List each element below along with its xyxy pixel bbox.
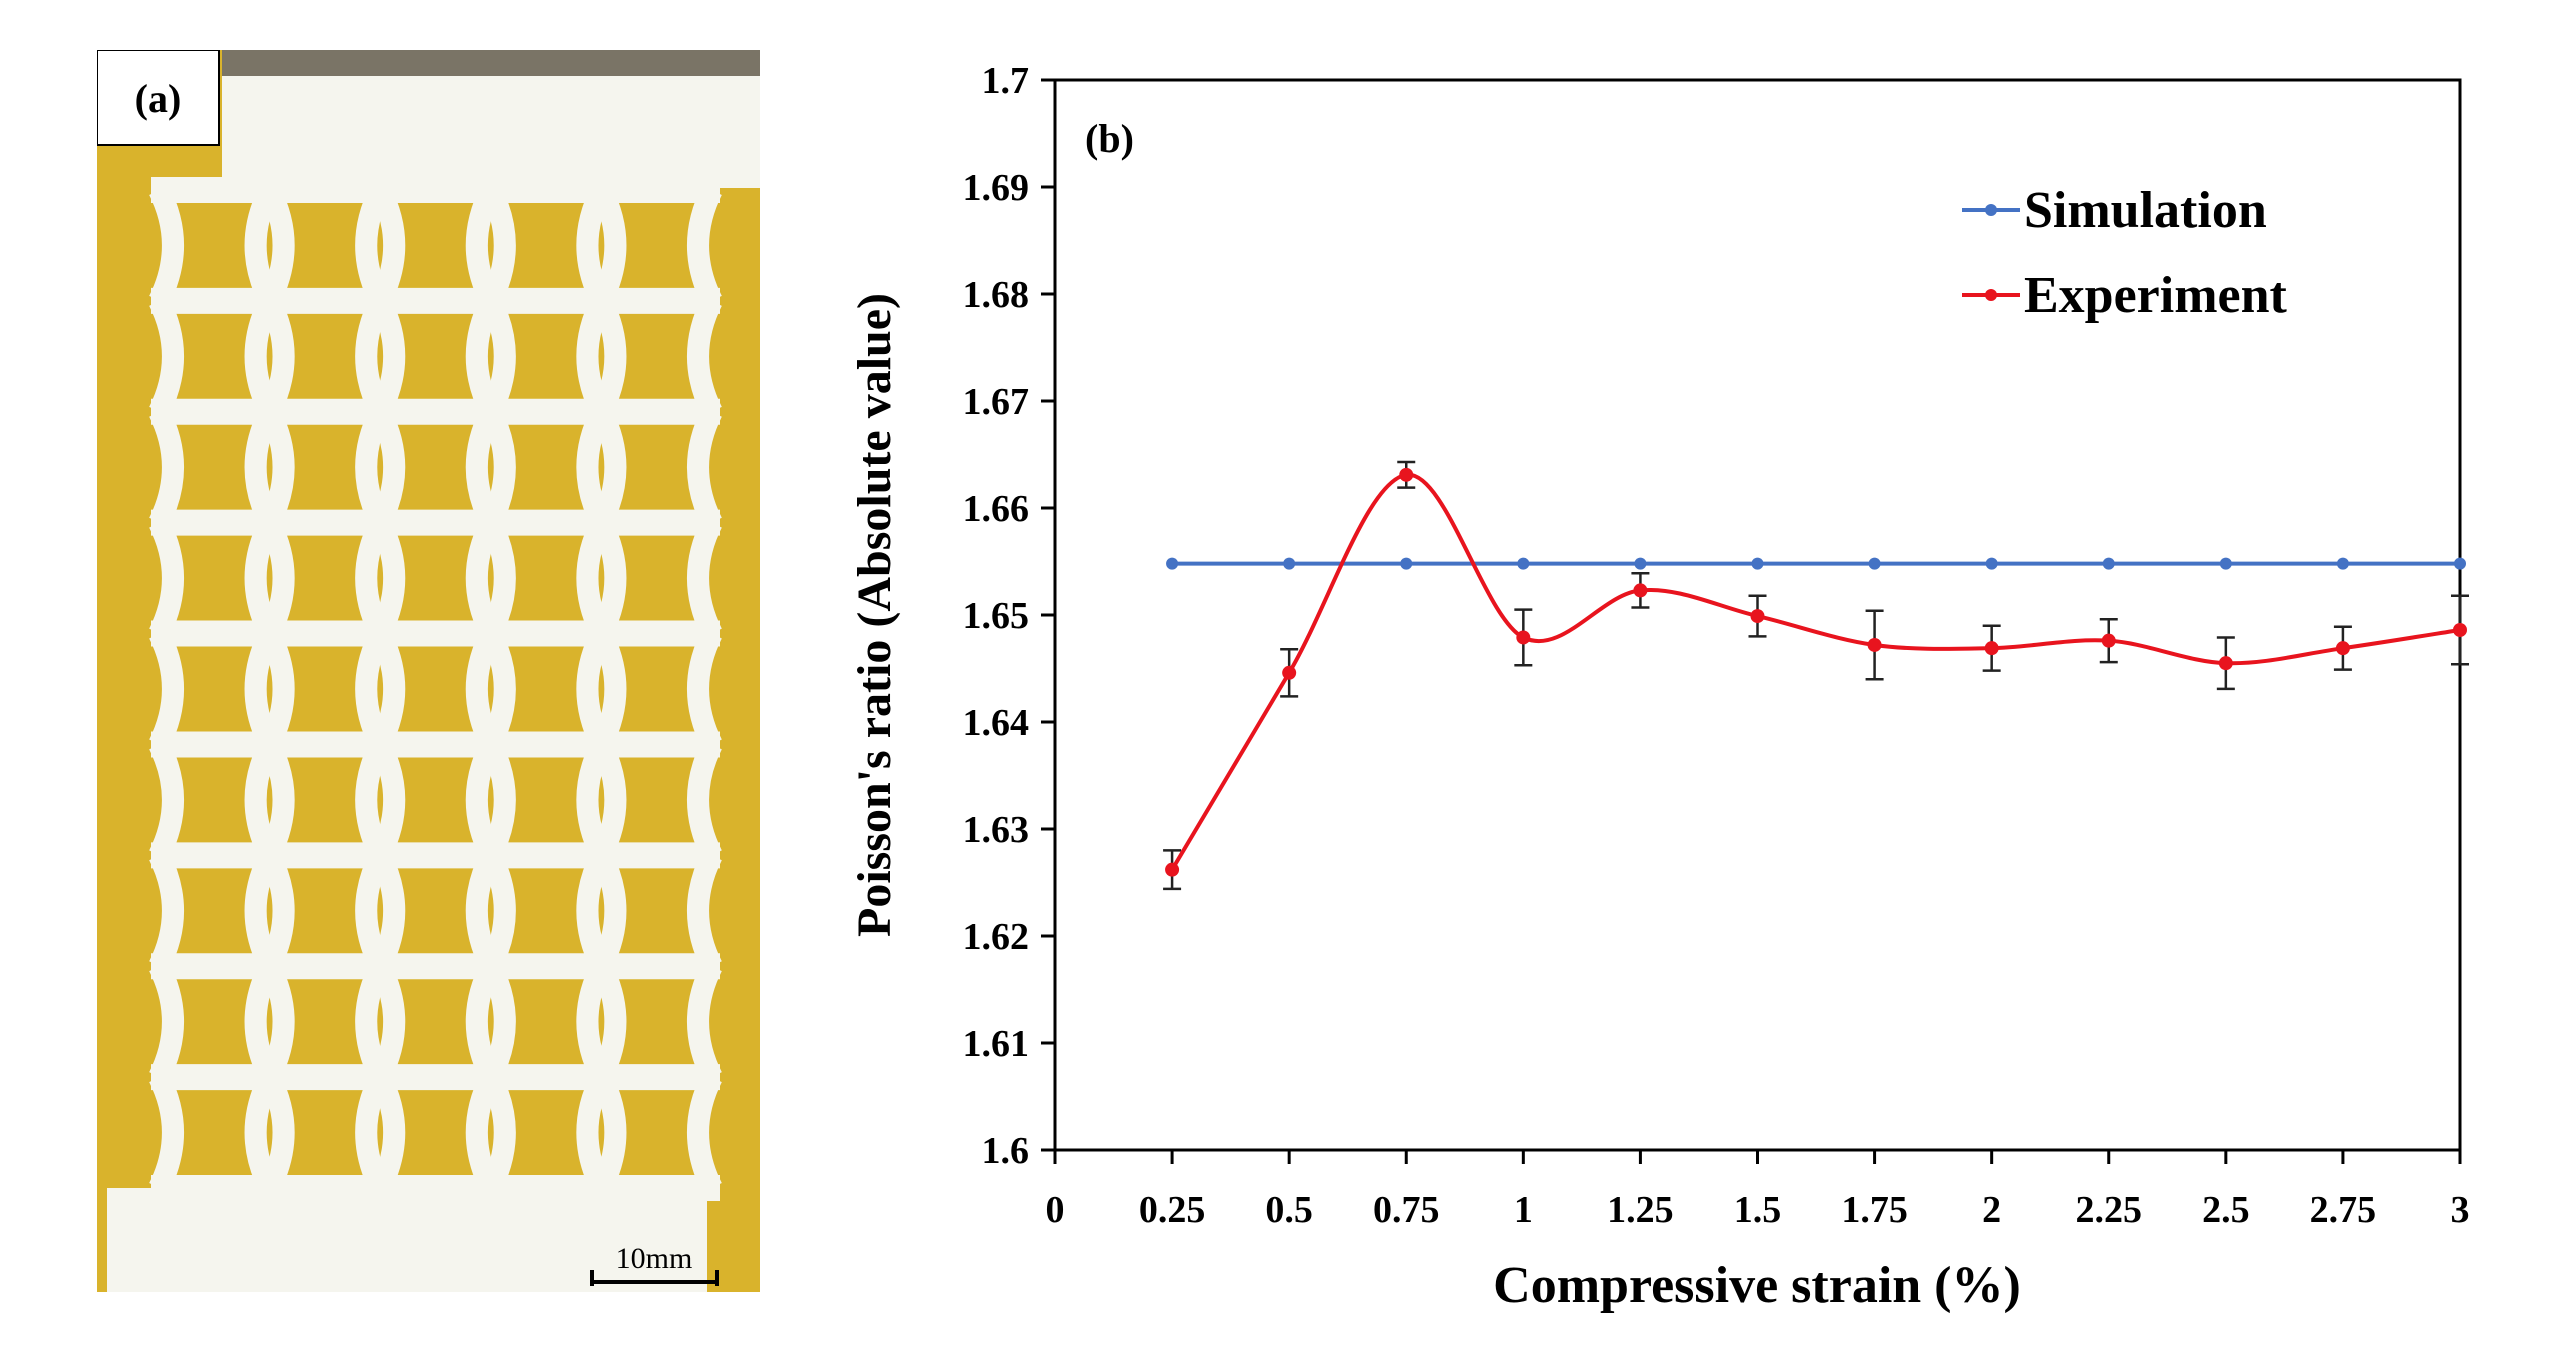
experiment-data-point — [1282, 665, 1297, 680]
specimen-photo-panel: 10mm (a) — [97, 50, 760, 1292]
experiment-series-line — [1170, 472, 2461, 871]
simulation-data-point — [1868, 557, 1881, 570]
y-tick-label: 1.64 — [963, 702, 1030, 744]
simulation-data-point — [1751, 557, 1764, 570]
y-axis-label: Poisson's ratio (Absolute value) — [848, 293, 901, 937]
experiment-data-point — [2335, 641, 2350, 656]
x-tick-label: 2.5 — [2202, 1189, 2250, 1231]
experiment-data-point — [1516, 630, 1531, 645]
x-tick-label: 1 — [1514, 1189, 1533, 1231]
legend: Simulation Experiment — [1962, 182, 2288, 324]
y-tick-label: 1.7 — [982, 60, 1030, 102]
experiment-data-point — [1399, 467, 1414, 482]
panel-b-label: (b) — [1085, 116, 1134, 161]
y-tick-label: 1.65 — [963, 595, 1030, 637]
x-tick-label: 0.5 — [1265, 1189, 1313, 1231]
x-tick-label: 0.75 — [1373, 1189, 1440, 1231]
y-tick-label: 1.63 — [963, 809, 1030, 851]
x-tick-label: 0 — [1046, 1189, 1065, 1231]
simulation-data-point — [2102, 557, 2115, 570]
x-tick-label: 2.25 — [2076, 1189, 2143, 1231]
panel-a-label: (a) — [135, 76, 182, 121]
simulation-data-point — [1985, 557, 1998, 570]
legend-marker — [1985, 204, 1997, 216]
x-tick-label: 0.25 — [1139, 1189, 1206, 1231]
bottom-clamp — [107, 1188, 707, 1292]
panel-a-label-box — [97, 50, 220, 146]
simulation-data-point — [1283, 557, 1296, 570]
simulation-data-point — [1166, 557, 1179, 570]
x-tick-label: 1.5 — [1734, 1189, 1782, 1231]
y-tick-label: 1.67 — [963, 381, 1030, 423]
legend-item-simulation: Simulation — [1962, 182, 2267, 239]
simulation-data-point — [1634, 557, 1647, 570]
y-tick-label: 1.61 — [963, 1023, 1030, 1065]
experiment-data-point — [2218, 656, 2233, 671]
y-tick-label: 1.68 — [963, 274, 1030, 316]
legend-label: Experiment — [2024, 267, 2288, 324]
simulation-data-point — [1400, 557, 1413, 570]
x-tick-label: 1.25 — [1607, 1189, 1674, 1231]
experiment-data-point — [1867, 637, 1882, 652]
y-tick-label: 1.66 — [963, 488, 1030, 530]
experiment-data-point — [2101, 633, 2116, 648]
x-tick-label: 1.75 — [1841, 1189, 1908, 1231]
simulation-data-point — [2454, 557, 2466, 570]
y-tick-label: 1.62 — [963, 916, 1030, 958]
experiment-data-point — [1165, 862, 1180, 877]
top-clamp-bar — [222, 50, 760, 76]
auxetic-lattice — [149, 177, 722, 1201]
legend-item-experiment: Experiment — [1962, 267, 2288, 324]
legend-marker — [1985, 289, 1997, 301]
x-axis-label: Compressive strain (%) — [1493, 1257, 2021, 1314]
scale-bar: 10mm — [590, 1242, 719, 1286]
experiment-data-point — [1750, 609, 1765, 624]
top-clamp — [222, 76, 760, 188]
scale-bar-label: 10mm — [616, 1242, 693, 1275]
x-tick-label: 2 — [1982, 1189, 2001, 1231]
simulation-data-point — [2219, 557, 2232, 570]
y-tick-label: 1.6 — [982, 1130, 1030, 1172]
x-tick-label: 2.75 — [2310, 1189, 2377, 1231]
experiment-data-point — [1633, 583, 1648, 598]
simulation-data-point — [1517, 557, 1530, 570]
poisson-ratio-chart: 1.6 1.61 1.62 1.63 1.64 1.65 1.66 1.67 1.68 1.69 1… — [848, 60, 2470, 1314]
experiment-data-point — [2453, 622, 2467, 637]
photo-background — [97, 50, 760, 1292]
x-tick-label: 3 — [2451, 1189, 2470, 1231]
simulation-data-point — [2336, 557, 2349, 570]
experiment-data-point — [1984, 641, 1999, 656]
legend-label: Simulation — [2024, 182, 2267, 239]
y-tick-label: 1.69 — [963, 167, 1030, 209]
